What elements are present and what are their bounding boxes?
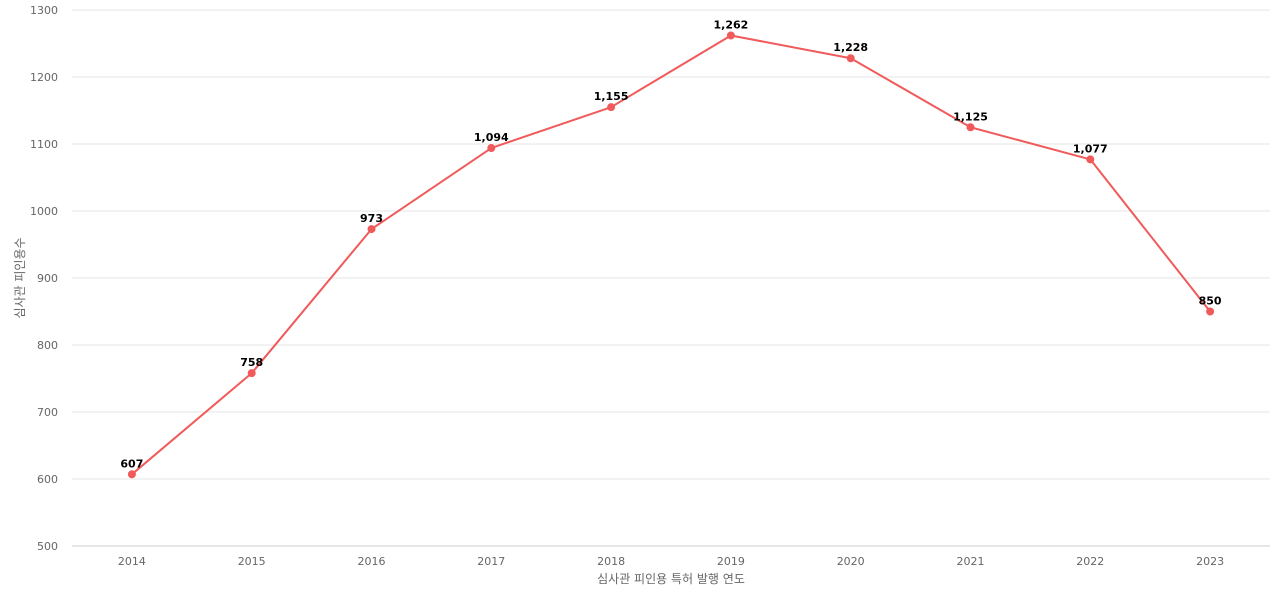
x-tick-label: 2018 xyxy=(597,555,625,568)
y-tick-label: 1200 xyxy=(30,71,58,84)
data-label: 1,262 xyxy=(714,18,749,31)
x-tick-label: 2023 xyxy=(1196,555,1224,568)
y-tick-label: 1100 xyxy=(30,138,58,151)
x-tick-label: 2016 xyxy=(358,555,386,568)
y-tick-label: 700 xyxy=(37,406,58,419)
data-point[interactable] xyxy=(487,144,496,153)
y-tick-label: 1300 xyxy=(30,4,58,17)
data-label: 1,077 xyxy=(1073,142,1108,155)
data-point[interactable] xyxy=(726,31,735,40)
data-point[interactable] xyxy=(1206,307,1215,316)
data-label: 1,228 xyxy=(833,41,868,54)
x-tick-label: 2014 xyxy=(118,555,146,568)
series-line-layer xyxy=(131,34,1211,476)
data-point[interactable] xyxy=(607,103,616,112)
data-point[interactable] xyxy=(966,123,975,132)
y-tick-label: 1000 xyxy=(30,205,58,218)
data-points xyxy=(127,31,1215,479)
y-tick-label: 800 xyxy=(37,339,58,352)
data-label: 1,094 xyxy=(474,131,509,144)
y-tick-label: 500 xyxy=(37,540,58,553)
data-label: 1,155 xyxy=(594,90,629,103)
data-point[interactable] xyxy=(247,369,256,378)
y-axis-ticks: 500 600 700 800 900 1000 1100 1200 1300 xyxy=(30,4,58,553)
series-line xyxy=(131,34,1211,476)
data-point[interactable] xyxy=(846,54,855,63)
x-tick-label: 2021 xyxy=(957,555,985,568)
data-label: 607 xyxy=(120,457,143,470)
y-axis-title: 심사관 피인용수 xyxy=(13,237,27,318)
data-label: 758 xyxy=(240,356,263,369)
data-point[interactable] xyxy=(127,470,136,479)
data-label: 973 xyxy=(360,212,383,225)
x-tick-label: 2019 xyxy=(717,555,745,568)
data-point[interactable] xyxy=(367,225,376,234)
data-point[interactable] xyxy=(1086,155,1095,164)
data-label: 1,125 xyxy=(953,110,988,123)
x-tick-label: 2022 xyxy=(1076,555,1104,568)
x-axis-ticks: 2014 2015 2016 2017 2018 2019 2020 2021 2022 2023 xyxy=(118,555,1224,568)
data-labels: 607 758 973 1,094 1,155 1,262 1,228 1,125 1,077 8… xyxy=(120,18,1222,470)
x-tick-label: 2020 xyxy=(837,555,865,568)
gridlines xyxy=(72,9,1270,547)
x-tick-label: 2017 xyxy=(477,555,505,568)
x-axis-title: 심사관 피인용 특허 발행 연도 xyxy=(597,571,745,586)
data-label: 850 xyxy=(1199,295,1222,308)
y-tick-label: 900 xyxy=(37,272,58,285)
y-tick-label: 600 xyxy=(37,473,58,486)
x-tick-label: 2015 xyxy=(238,555,266,568)
